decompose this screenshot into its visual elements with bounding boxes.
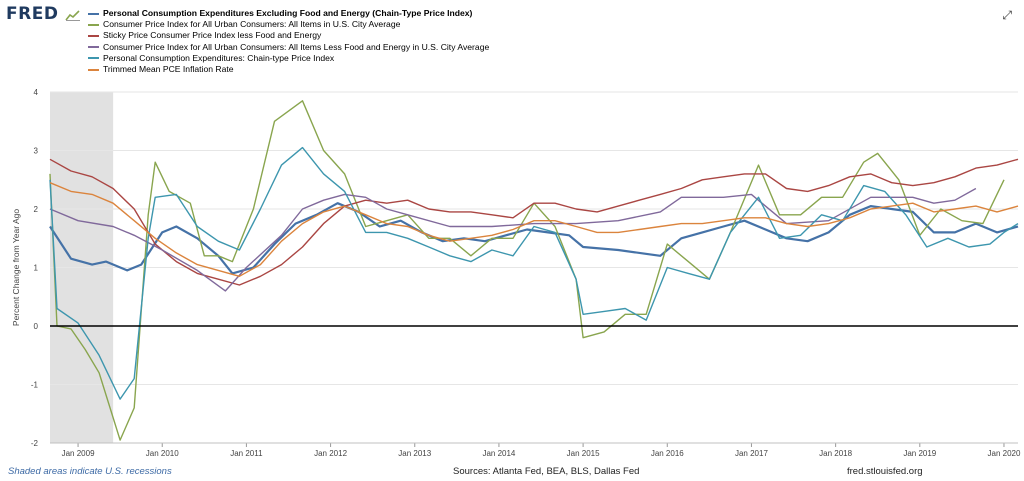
x-tick-label: Jan 2011	[230, 449, 263, 458]
legend-label: Consumer Price Index for All Urban Consu…	[103, 41, 490, 52]
legend-item[interactable]: Personal Consumption Expenditures Exclud…	[88, 8, 489, 19]
legend-item[interactable]: Consumer Price Index for All Urban Consu…	[88, 19, 489, 30]
x-tick-label: Jan 2012	[314, 449, 347, 458]
y-tick-label: -1	[31, 381, 39, 390]
legend-item[interactable]: Trimmed Mean PCE Inflation Rate	[88, 64, 489, 75]
x-tick-label: Jan 2015	[567, 449, 600, 458]
x-tick-label: Jan 2009	[62, 449, 95, 458]
x-tick-label: Jan 2014	[482, 449, 515, 458]
legend-swatch	[88, 46, 99, 49]
y-tick-label: 4	[34, 88, 39, 97]
legend-swatch	[88, 12, 99, 15]
x-tick-label: Jan 2010	[146, 449, 179, 458]
series-line[interactable]	[49, 187, 977, 292]
fred-logo-text: FRED	[6, 4, 59, 24]
legend-item[interactable]: Sticky Price Consumer Price Index less F…	[88, 30, 489, 41]
fred-logo[interactable]: FRED	[6, 4, 81, 24]
expand-icon[interactable]: ⤢	[1002, 8, 1012, 22]
series-line[interactable]	[49, 202, 1019, 275]
x-tick-label: Jan 2019	[903, 449, 936, 458]
legend-swatch	[88, 68, 99, 71]
x-tick-label: Jan 2018	[819, 449, 852, 458]
y-tick-label: 1	[34, 264, 39, 273]
recession-note: Shaded areas indicate U.S. recessions	[8, 466, 172, 477]
y-axis-label: Percent Change from Year Ago	[11, 209, 21, 326]
sources-text: Sources: Atlanta Fed, BEA, BLS, Dallas F…	[453, 466, 640, 477]
legend-item[interactable]: Consumer Price Index for All Urban Consu…	[88, 42, 489, 53]
x-tick-label: Jan 2013	[398, 449, 431, 458]
chart-legend: Personal Consumption Expenditures Exclud…	[88, 8, 489, 75]
series-line[interactable]	[49, 146, 1019, 400]
site-link[interactable]: fred.stlouisfed.org	[847, 466, 923, 477]
y-tick-label: 0	[34, 322, 39, 331]
series-line[interactable]	[49, 182, 1019, 277]
x-tick-label: Jan 2017	[735, 449, 768, 458]
x-tick-label: Jan 2016	[651, 449, 684, 458]
y-tick-label: -2	[31, 439, 39, 448]
legend-label: Personal Consumption Expenditures: Chain…	[103, 52, 335, 63]
legend-label: Consumer Price Index for All Urban Consu…	[103, 19, 401, 30]
series-line[interactable]	[49, 100, 1005, 441]
y-tick-label: 2	[34, 205, 39, 214]
legend-label: Trimmed Mean PCE Inflation Rate	[103, 64, 234, 75]
legend-swatch	[88, 23, 99, 26]
series-line[interactable]	[49, 158, 1019, 286]
legend-label: Sticky Price Consumer Price Index less F…	[103, 30, 322, 41]
legend-swatch	[88, 35, 99, 37]
chart-line-icon	[65, 10, 80, 21]
x-tick-label: Jan 2020	[988, 449, 1021, 458]
y-tick-label: 3	[34, 147, 39, 156]
legend-item[interactable]: Personal Consumption Expenditures: Chain…	[88, 53, 489, 64]
legend-label: Personal Consumption Expenditures Exclud…	[103, 8, 473, 18]
legend-swatch	[88, 57, 99, 60]
